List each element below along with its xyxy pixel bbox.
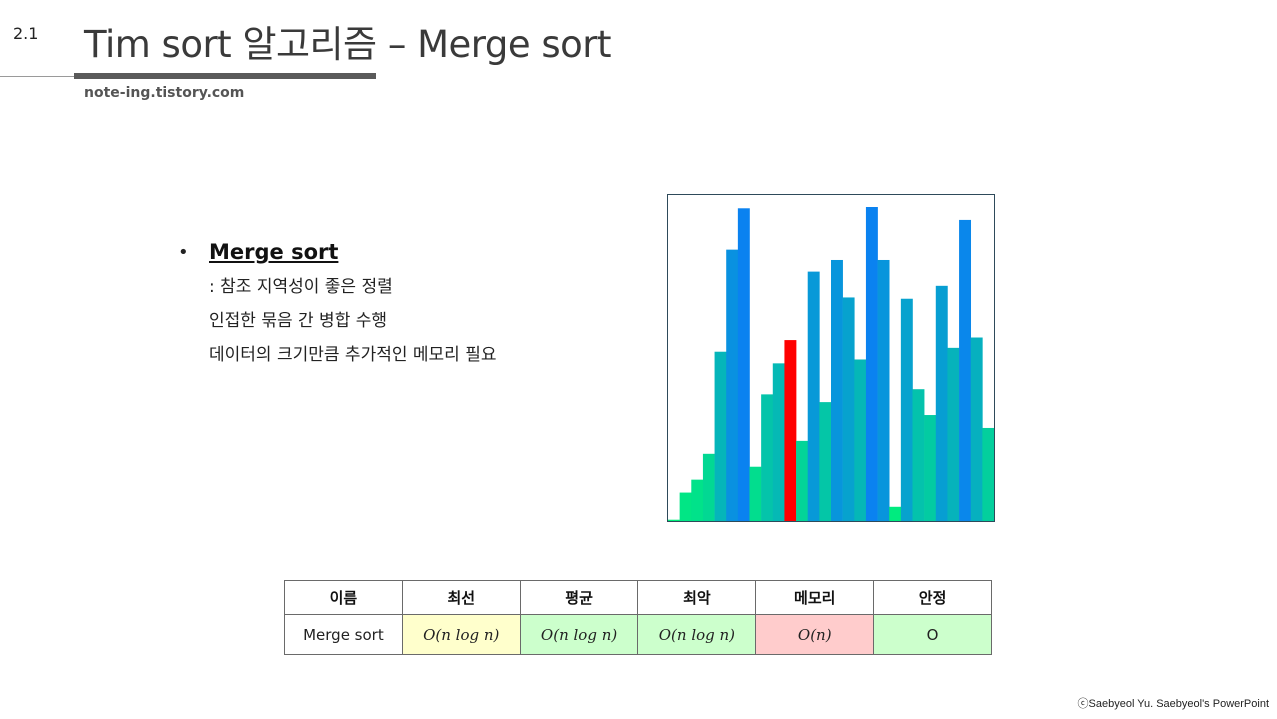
cell-worst: O(n log n) (637, 614, 757, 655)
header-memory: 메모리 (755, 580, 875, 615)
bar (807, 271, 820, 521)
bar-chart-svg (668, 207, 994, 521)
bullet-item: • Merge sort (178, 240, 497, 264)
bar (831, 259, 843, 521)
header-worst: 최악 (637, 580, 757, 615)
table-row: Merge sort O(n log n) O(n log n) O(n log… (284, 614, 992, 655)
header-name: 이름 (284, 580, 403, 615)
cell-best: O(n log n) (401, 614, 521, 655)
bar (796, 440, 809, 521)
slide-number: 2.1 (13, 24, 39, 43)
highlighted-bar (784, 340, 797, 521)
site-label: note-ing.tistory.com (84, 85, 245, 101)
description-line: : 참조 지역성이 좋은 정렬 (209, 277, 393, 297)
bar (691, 479, 704, 521)
description-line: 데이터의 크기만큼 추가적인 메모리 필요 (209, 345, 497, 365)
bar (702, 453, 715, 521)
bar (714, 351, 727, 521)
bar (924, 415, 937, 521)
bullet-heading: Merge sort (209, 240, 339, 264)
complexity-table: 이름 최선 평균 최악 메모리 안정 Merge sort O(n log n)… (284, 580, 992, 655)
bar (854, 359, 867, 521)
cell-average: O(n log n) (519, 614, 639, 655)
slide-title: Tim sort 알고리즘 – Merge sort (84, 23, 612, 66)
bar (819, 402, 832, 521)
title-divider-thin (0, 76, 74, 77)
bullet-section: • Merge sort : 참조 지역성이 좋은 정렬 인접한 묶음 간 병합… (178, 240, 497, 372)
bar (842, 297, 855, 521)
bar (959, 219, 972, 521)
bar (761, 394, 774, 521)
bar (982, 427, 994, 521)
cell-stable: O (873, 614, 992, 655)
bar (668, 519, 680, 521)
merge-sort-bar-chart (667, 194, 995, 522)
bullet-description: : 참조 지역성이 좋은 정렬 인접한 묶음 간 병합 수행 데이터의 크기만큼… (209, 270, 497, 372)
header-best: 최선 (401, 580, 521, 615)
bar (749, 466, 762, 521)
copyright-footer: ⓒSaebyeol Yu. Saebyeol's PowerPoint (1077, 698, 1269, 710)
bar (947, 347, 960, 521)
title-divider-thick (74, 73, 376, 79)
header-stable: 안정 (873, 580, 992, 615)
cell-name: Merge sort (284, 614, 403, 655)
bar (912, 389, 925, 521)
header-average: 평균 (519, 580, 639, 615)
bar (970, 337, 983, 521)
description-line: 인접한 묶음 간 병합 수행 (209, 311, 388, 331)
bar (935, 285, 948, 521)
bar (865, 207, 878, 521)
table-header-row: 이름 최선 평균 최악 메모리 안정 (284, 580, 992, 615)
bar (679, 492, 692, 521)
bar (737, 208, 750, 521)
bar (889, 506, 902, 521)
cell-memory: O(n) (755, 614, 875, 655)
bar (726, 249, 739, 521)
bar (900, 298, 913, 521)
bar (877, 259, 890, 521)
bar (772, 363, 785, 521)
bullet-marker: • (178, 241, 189, 263)
